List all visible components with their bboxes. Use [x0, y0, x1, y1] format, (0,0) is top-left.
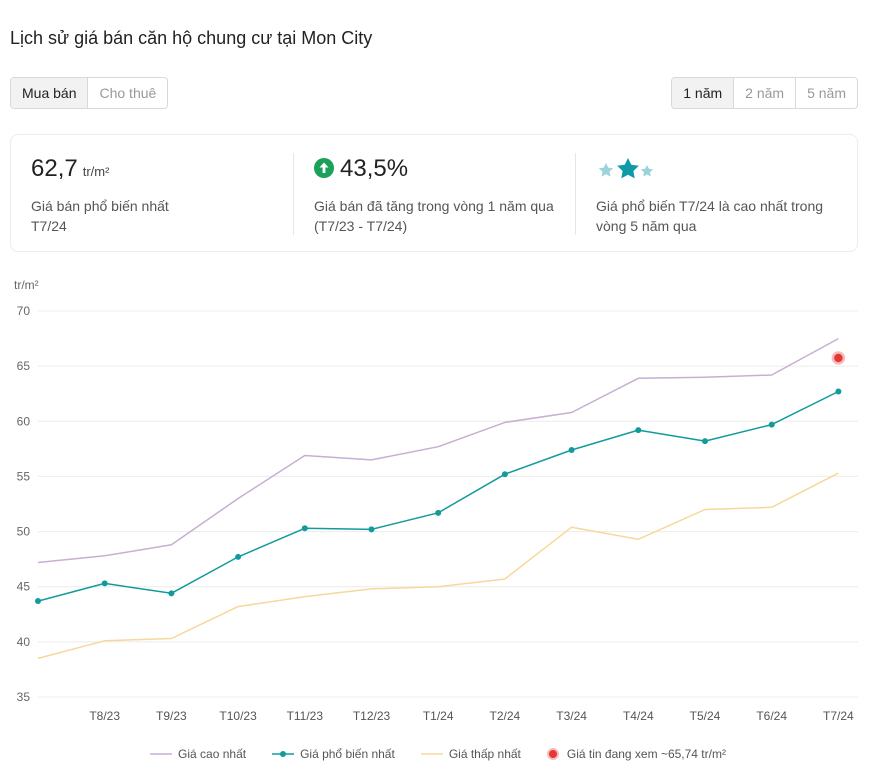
legend-line-common-icon	[272, 751, 295, 757]
three-stars-icon	[596, 155, 660, 188]
series-line-max	[37, 337, 839, 564]
stat-common-price: 62,7 tr/m² Giá bán phổ biến nhất T7/24	[31, 135, 293, 251]
stat-price-desc: Giá bán phổ biến nhất T7/24	[31, 196, 169, 236]
data-point-common	[568, 446, 575, 453]
price-history-chart: 35 40 45 50 55 60 65 70 T8/23 T9/23 T10/23 T11/23 T1…	[17, 304, 858, 723]
legend-item-max[interactable]: Giá cao nhất	[150, 744, 246, 764]
stat-rank-desc: Giá phổ biến T7/24 là cao nhất trong vòn…	[596, 196, 823, 236]
data-point-common	[168, 590, 175, 597]
legend-line-min-icon	[420, 753, 443, 755]
range-toggle: 1 năm 2 năm 5 năm	[671, 77, 858, 109]
divider	[575, 153, 576, 235]
legend-label-min: Giá thấp nhất	[448, 747, 521, 761]
y-tick-label: 70	[17, 304, 31, 318]
stat-rank-desc-line1: Giá phổ biến T7/24 là cao nhất trong	[596, 198, 824, 214]
y-tick-label: 45	[17, 580, 31, 594]
legend-label-max: Giá cao nhất	[178, 747, 247, 761]
stat-rank: Giá phổ biến T7/24 là cao nhất trong vòn…	[596, 135, 846, 251]
x-tick-label: T1/24	[423, 709, 454, 723]
legend-item-common[interactable]: Giá phổ biến nhất	[272, 744, 395, 764]
stat-price-desc-line1: Giá bán phổ biến nhất	[31, 198, 169, 214]
chart-legend: Giá cao nhất Giá phổ biến nhất Giá thấp …	[0, 744, 876, 764]
stat-growth-value-row: 43,5%	[314, 155, 408, 183]
y-tick-label: 55	[17, 469, 31, 483]
legend-label-common: Giá phổ biến nhất	[300, 747, 395, 761]
current-listing-marker	[831, 351, 846, 365]
data-point-common	[835, 388, 842, 395]
arrow-up-circle-icon	[314, 158, 334, 178]
divider	[293, 153, 294, 235]
y-tick-label: 60	[17, 414, 31, 428]
x-tick-label: T6/24	[756, 709, 787, 723]
stat-growth-desc-line2: (T7/23 - T7/24)	[314, 218, 408, 234]
series-line-common	[37, 390, 839, 602]
stat-price-value: 62,7	[31, 155, 78, 182]
data-point-common	[501, 471, 508, 478]
stat-growth-value: 43,5%	[340, 155, 409, 182]
x-tick-label: T5/24	[690, 709, 721, 723]
tab-cho-thue[interactable]: Cho thuê	[87, 78, 167, 108]
x-tick-label: T12/23	[353, 709, 391, 723]
tab-mua-ban[interactable]: Mua bán	[11, 78, 88, 108]
data-point-common	[702, 438, 708, 445]
legend-label-marker: Giá tin đang xem ~65,74 tr/m²	[566, 747, 726, 761]
x-tick-label: T9/23	[156, 709, 187, 723]
stat-price-unit: tr/m²	[82, 164, 110, 179]
y-tick-label: 65	[17, 359, 31, 373]
tab-1-year[interactable]: 1 năm	[672, 78, 734, 108]
stat-rank-desc-line2: vòng 5 năm qua	[596, 218, 697, 234]
stat-growth-desc-line1: Giá bán đã tăng trong vòng 1 năm qua	[314, 198, 554, 214]
y-tick-label: 40	[17, 635, 31, 649]
data-point-common	[101, 580, 108, 587]
stat-growth: 43,5% Giá bán đã tăng trong vòng 1 năm q…	[314, 135, 576, 251]
tab-2-years[interactable]: 2 năm	[733, 78, 795, 108]
star-small-left-icon	[598, 163, 614, 177]
data-point-common	[635, 427, 642, 434]
legend-item-marker[interactable]: Giá tin đang xem ~65,74 tr/m²	[546, 744, 726, 764]
x-tick-label: T4/24	[623, 709, 654, 723]
data-point-common	[301, 525, 308, 532]
x-tick-label: T7/24	[823, 709, 854, 723]
data-point-common	[235, 553, 242, 560]
stats-card: 62,7 tr/m² Giá bán phổ biến nhất T7/24 4…	[10, 134, 858, 252]
x-tick-label: T3/24	[556, 709, 587, 723]
star-large-icon	[617, 158, 639, 179]
stat-growth-desc: Giá bán đã tăng trong vòng 1 năm qua (T7…	[314, 196, 554, 236]
tab-5-years[interactable]: 5 năm	[795, 78, 857, 108]
x-tick-label: T2/24	[490, 709, 521, 723]
x-tick-label: T10/23	[219, 709, 257, 723]
mode-toggle: Mua bán Cho thuê	[10, 77, 169, 109]
legend-line-max-icon	[150, 753, 173, 755]
page-title: Lịch sử giá bán căn hộ chung cư tại Mon …	[10, 28, 373, 48]
data-point-common	[768, 421, 775, 428]
y-axis-unit: tr/m²	[14, 278, 39, 292]
legend-item-min[interactable]: Giá thấp nhất	[420, 744, 521, 764]
data-point-common	[35, 598, 41, 605]
stat-price-desc-line2: T7/24	[31, 218, 67, 234]
data-point-common	[368, 526, 375, 533]
y-tick-label: 35	[17, 690, 31, 704]
x-tick-label: T11/23	[287, 709, 324, 723]
star-small-right-icon	[640, 165, 654, 177]
series-line-min	[37, 472, 839, 660]
data-point-common	[435, 509, 442, 516]
y-tick-label: 50	[17, 525, 31, 539]
legend-dot-marker-icon	[546, 748, 559, 760]
x-tick-label: T8/23	[89, 709, 120, 723]
stat-price-value-row: 62,7 tr/m²	[31, 155, 109, 183]
